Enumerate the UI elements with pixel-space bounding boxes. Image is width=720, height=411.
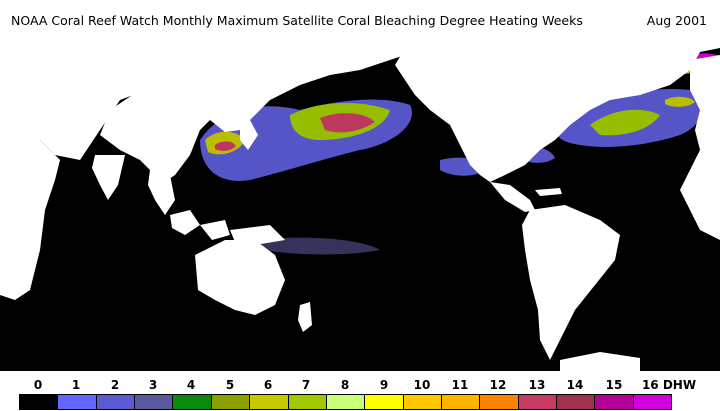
legend-tick: 1 [71,378,81,392]
legend-tick: 0 [33,378,43,392]
legend-tick: 9 [379,378,389,392]
legend-swatch [288,395,327,409]
legend-colorbar [19,394,672,410]
legend-tick: 16 DHW [641,378,697,392]
world-map-graphic [0,40,720,371]
legend-tick: 5 [225,378,235,392]
legend-swatch [518,395,558,409]
legend-swatch [326,395,366,409]
legend-swatch [403,395,442,409]
legend-swatch [211,395,251,409]
legend-tick: 3 [148,378,158,392]
legend-tick: 4 [186,378,196,392]
legend-swatch [96,395,136,409]
legend-tick: 12 [489,378,507,392]
legend-tick: 7 [301,378,311,392]
legend-tick: 15 [605,378,623,392]
dhw-legend: 0 1 2 3 4 5 6 7 8 9 10 11 12 13 14 15 16… [0,371,720,411]
legend-tick: 6 [263,378,273,392]
legend-swatch [250,395,289,409]
legend-ticks: 0 1 2 3 4 5 6 7 8 9 10 11 12 13 14 15 16… [0,378,720,394]
legend-tick: 10 [413,378,431,392]
legend-tick: 14 [566,378,584,392]
legend-tick: 11 [451,378,469,392]
world-map [0,40,720,371]
map-date: Aug 2001 [646,13,707,28]
legend-swatch [173,395,212,409]
legend-tick: 13 [528,378,546,392]
legend-swatch [633,395,672,409]
legend-swatch [135,395,174,409]
legend-tick: 2 [110,378,120,392]
legend-swatch [480,395,519,409]
title-bar: NOAA Coral Reef Watch Monthly Maximum Sa… [0,0,720,40]
legend-swatch [441,395,481,409]
map-title: NOAA Coral Reef Watch Monthly Maximum Sa… [11,13,583,28]
legend-swatch [20,395,59,409]
legend-swatch [557,395,596,409]
legend-tick: 8 [340,378,350,392]
legend-swatch [58,395,97,409]
legend-swatch [365,395,404,409]
legend-swatch [595,395,634,409]
